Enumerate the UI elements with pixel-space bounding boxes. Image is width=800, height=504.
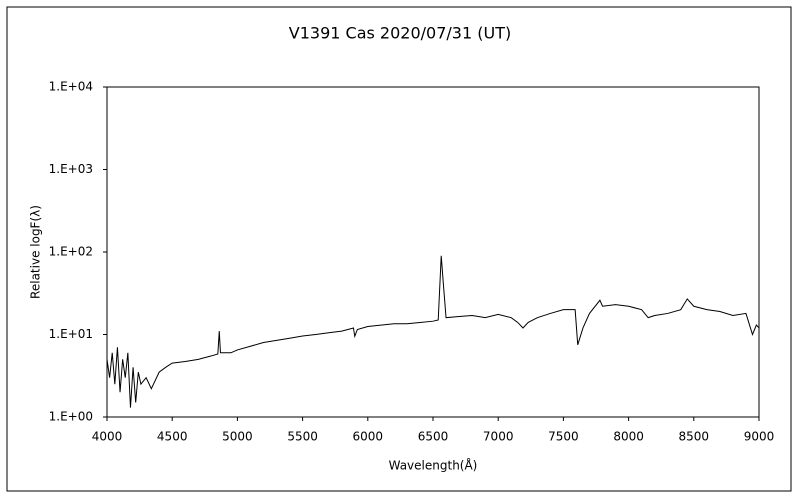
x-tick-label: 7500: [548, 430, 579, 444]
x-tick-label: 7000: [483, 430, 514, 444]
x-tick-label: 9000: [744, 430, 775, 444]
y-tick-label: 1.E+01: [49, 327, 93, 341]
x-tick-label: 4000: [92, 430, 123, 444]
x-tick-label: 6500: [418, 430, 449, 444]
spectrum-line: [106, 255, 760, 408]
y-tick-label: 1.E+03: [49, 162, 93, 176]
x-tick-label: 5500: [287, 430, 318, 444]
x-tick-label: 8000: [613, 430, 644, 444]
x-tick-label: 4500: [157, 430, 188, 444]
x-tick-label: 8500: [679, 430, 710, 444]
y-tick-label: 1.E+04: [49, 80, 93, 94]
x-axis-label: Wavelength(Å): [389, 458, 478, 473]
chart-border: [6, 6, 792, 492]
x-tick-label: 5000: [222, 430, 253, 444]
y-axis-label: Relative logF(λ): [29, 205, 43, 299]
chart-title: V1391 Cas 2020/07/31 (UT): [289, 24, 511, 43]
y-tick-label: 1.E+00: [49, 410, 93, 424]
x-tick-label: 6000: [353, 430, 384, 444]
y-tick-label: 1.E+02: [49, 245, 93, 259]
